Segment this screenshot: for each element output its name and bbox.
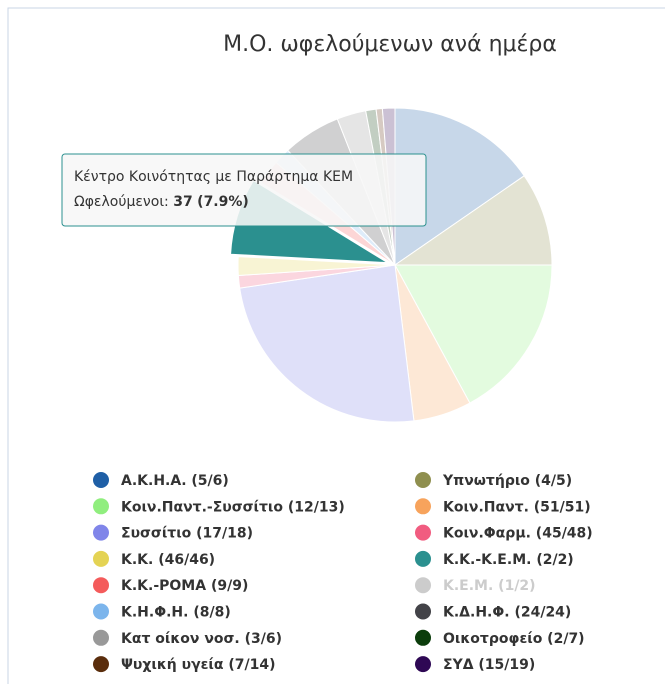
legend-item[interactable]: Κ.Η.Φ.Η. (8/8)	[93, 603, 231, 621]
legend-label[interactable]: Κ.Δ.Η.Φ. (24/24)	[443, 605, 571, 621]
legend-symbol[interactable]	[415, 656, 431, 673]
legend-label[interactable]: ΣΥΔ (15/19)	[443, 657, 535, 673]
tooltip-box	[61, 153, 427, 227]
legend-item[interactable]: Κ.Κ.-ΡΟΜΑ (9/9)	[93, 577, 248, 594]
pie-slice	[394, 107, 525, 266]
legend-symbol[interactable]	[93, 498, 109, 515]
panel	[7, 7, 665, 684]
tooltip-title: Κέντρο Κοινότητας με Παράρτημα ΚΕΜ	[74, 169, 353, 185]
legend-item[interactable]: Κ.Ε.Μ. (1/2)	[415, 577, 536, 594]
legend-item[interactable]: Α.Κ.Η.Α. (5/6)	[93, 472, 229, 489]
legend-item[interactable]: Κατ οίκον νοσ. (3/6)	[93, 629, 282, 647]
legend-symbol[interactable]	[93, 629, 109, 646]
legend-label[interactable]: Κ.Κ. (46/46)	[121, 552, 215, 568]
legend-symbol[interactable]	[93, 603, 109, 620]
legend-label[interactable]: Κ.Κ.-Κ.Ε.Μ. (2/2)	[443, 552, 574, 568]
legend-item[interactable]: Κ.Κ. (46/46)	[93, 550, 215, 568]
legend-symbol[interactable]	[93, 524, 109, 541]
pie-slice	[393, 175, 553, 266]
legend-symbol[interactable]	[93, 577, 109, 594]
legend-item[interactable]: Κ.Κ.-Κ.Ε.Μ. (2/2)	[415, 550, 574, 568]
legend-symbol[interactable]	[415, 629, 431, 646]
legend-item[interactable]: Κοιν.Παντ.-Συσσίτιο (12/13)	[93, 498, 345, 515]
legend-label[interactable]: Κ.Η.Φ.Η. (8/8)	[121, 605, 231, 621]
legend-symbol[interactable]	[415, 524, 431, 541]
legend-label[interactable]: Α.Κ.Η.Α. (5/6)	[121, 473, 229, 489]
legend-symbol[interactable]	[415, 603, 431, 620]
legend-label[interactable]: Κοιν.Παντ. (51/51)	[443, 499, 591, 515]
legend-symbol[interactable]	[415, 472, 431, 488]
legend-item[interactable]: Κοιν.Φαρμ. (45/48)	[415, 524, 593, 542]
chart-title: Μ.Ο. ωφελούμενων ανά ημέρα	[223, 32, 557, 57]
legend-label[interactable]: Συσσίτιο (17/18)	[121, 526, 253, 542]
legend-item[interactable]: Κοιν.Παντ. (51/51)	[415, 498, 591, 515]
legend-symbol[interactable]	[93, 472, 109, 488]
legend-label[interactable]: Κατ οίκον νοσ. (3/6)	[121, 631, 282, 647]
legend-item[interactable]: Κ.Δ.Η.Φ. (24/24)	[415, 603, 571, 621]
legend-symbol[interactable]	[415, 577, 431, 594]
tooltip-label: Ωφελούμενοι:	[74, 194, 169, 210]
tooltip-body: Ωφελούμενοι: 37 (7.9%)	[74, 194, 249, 210]
pie-slice	[394, 264, 553, 404]
legend-label[interactable]: Κοιν.Παντ.-Συσσίτιο (12/13)	[121, 499, 345, 515]
legend-item[interactable]: Οικοτροφείο (2/7)	[415, 629, 585, 647]
legend-symbol[interactable]	[93, 550, 109, 567]
legend-label[interactable]: Κ.Κ.-ΡΟΜΑ (9/9)	[121, 578, 248, 594]
legend-item[interactable]: ΣΥΔ (15/19)	[415, 656, 535, 673]
legend-item[interactable]: Υπνωτήριο (4/5)	[415, 472, 572, 489]
legend-item[interactable]: Συσσίτιο (17/18)	[93, 524, 253, 542]
legend-label[interactable]: Οικοτροφείο (2/7)	[443, 631, 585, 647]
tooltip-percent: (7.9%)	[197, 194, 249, 210]
tooltip: Κέντρο Κοινότητας με Παράρτημα ΚΕΜ Ωφελού…	[61, 153, 427, 227]
legend-label[interactable]: Υπνωτήριο (4/5)	[442, 473, 572, 489]
legend-item[interactable]: Ψυχική υγεία (7/14)	[93, 656, 276, 673]
legend-symbol[interactable]	[415, 498, 431, 515]
legend-label[interactable]: Κ.Ε.Μ. (1/2)	[443, 578, 536, 594]
legend-symbol[interactable]	[93, 656, 109, 673]
legend-symbol[interactable]	[415, 550, 431, 567]
legend-label[interactable]: Κοιν.Φαρμ. (45/48)	[443, 526, 593, 542]
pie-slice	[239, 264, 415, 423]
tooltip-value: 37	[173, 194, 192, 210]
pie-slice	[237, 256, 396, 277]
legend-label[interactable]: Ψυχική υγεία (7/14)	[121, 657, 276, 673]
